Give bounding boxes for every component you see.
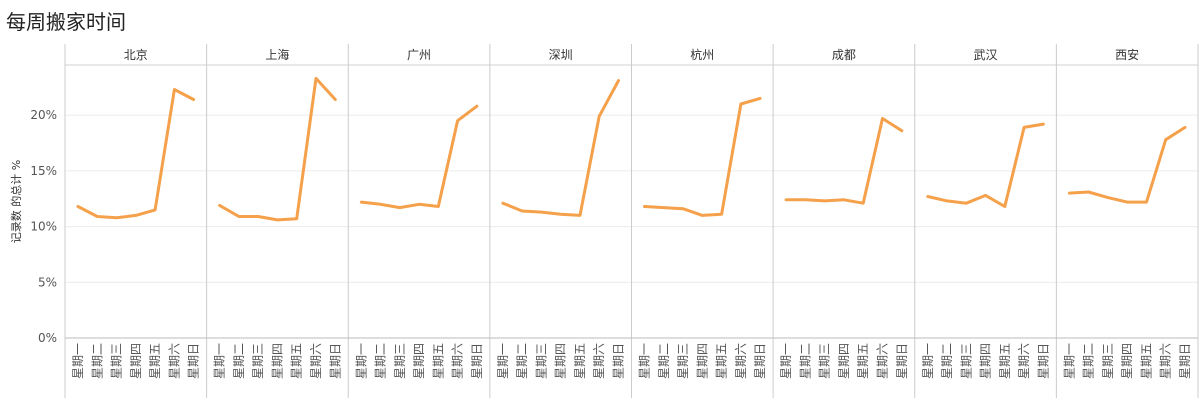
x-tick-label: 星期日	[612, 343, 626, 379]
x-tick-label: 星期二	[798, 343, 812, 379]
panel-title: 上海	[265, 47, 289, 62]
x-tick-label: 星期三	[534, 343, 548, 379]
x-tick-label: 星期六	[451, 343, 465, 379]
y-tick-label: 20%	[30, 108, 57, 122]
x-tick-label: 星期一	[921, 343, 935, 379]
x-tick-label: 星期六	[309, 343, 323, 379]
x-tick-label: 星期一	[213, 343, 227, 379]
x-tick-label: 星期二	[657, 343, 671, 379]
chart-title: 每周搬家时间	[6, 10, 126, 34]
y-axis-title: 记录数 的总计 %	[9, 160, 23, 243]
series-line-杭州	[643, 96, 762, 217]
x-tick-label: 星期三	[1101, 343, 1115, 379]
panel-title: 深圳	[549, 48, 573, 62]
y-tick-label: 10%	[30, 220, 57, 234]
x-tick-label: 星期六	[592, 343, 606, 379]
x-tick-label: 星期一	[1062, 343, 1076, 379]
x-tick-label: 星期日	[1036, 343, 1050, 379]
y-tick-label: 0%	[38, 331, 57, 345]
x-tick-label: 星期四	[129, 343, 143, 379]
series-line-广州	[359, 104, 479, 210]
x-tick-label: 星期四	[695, 343, 709, 379]
x-tick-label: 星期日	[328, 343, 342, 379]
series-line-成都	[784, 117, 904, 205]
x-tick-label: 星期二	[232, 343, 246, 379]
x-tick-label: 星期一	[638, 343, 652, 379]
x-tick-label: 星期一	[496, 343, 510, 379]
x-tick-label: 星期日	[753, 343, 767, 379]
x-tick-label: 星期五	[715, 343, 729, 379]
x-tick-label: 星期五	[1139, 343, 1153, 379]
series-line-深圳	[501, 79, 620, 217]
x-tick-label: 星期三	[959, 343, 973, 379]
x-tick-label: 星期三	[818, 343, 832, 379]
x-tick-label: 星期五	[998, 343, 1012, 379]
x-tick-label: 星期三	[676, 343, 690, 379]
x-tick-label: 星期一	[354, 343, 368, 379]
series-line-上海	[218, 76, 337, 222]
x-tick-label: 星期三	[251, 343, 265, 379]
x-tick-label: 星期三	[110, 343, 124, 379]
x-tick-label: 星期二	[90, 343, 104, 379]
series-line-北京	[76, 88, 196, 220]
x-tick-label: 星期五	[290, 343, 304, 379]
y-tick-label: 15%	[30, 164, 57, 178]
x-tick-label: 星期六	[167, 343, 181, 379]
x-tick-label: 星期六	[1017, 343, 1031, 379]
x-tick-label: 星期六	[734, 343, 748, 379]
series-line-西安	[1067, 125, 1187, 204]
y-tick-label: 5%	[38, 275, 57, 289]
series-line-武汉	[926, 122, 1045, 208]
panel-title: 北京	[124, 48, 148, 62]
x-tick-label: 星期日	[187, 343, 201, 379]
x-tick-label: 星期一	[779, 343, 793, 379]
x-tick-label: 星期四	[412, 343, 426, 379]
panel-title: 西安	[1115, 47, 1139, 62]
x-tick-label: 星期四	[979, 343, 993, 379]
x-tick-label: 星期日	[1178, 343, 1192, 379]
x-tick-label: 星期四	[554, 343, 568, 379]
panel-title: 成都	[832, 48, 856, 62]
x-tick-label: 星期二	[515, 343, 529, 379]
x-tick-label: 星期日	[470, 343, 484, 379]
x-tick-label: 星期二	[940, 343, 954, 379]
x-tick-label: 星期二	[374, 343, 388, 379]
panel-title: 广州	[407, 48, 431, 62]
x-tick-label: 星期五	[148, 343, 162, 379]
x-tick-label: 星期五	[431, 343, 445, 379]
x-tick-label: 星期日	[895, 343, 909, 379]
panel-title: 杭州	[690, 47, 714, 62]
x-tick-label: 星期二	[1082, 343, 1096, 379]
x-tick-label: 星期六	[1159, 343, 1173, 379]
x-tick-label: 星期五	[856, 343, 870, 379]
x-tick-label: 星期四	[837, 343, 851, 379]
x-tick-label: 星期一	[71, 343, 85, 379]
x-tick-label: 星期六	[875, 343, 889, 379]
x-tick-label: 星期五	[573, 343, 587, 379]
x-tick-label: 星期四	[270, 343, 284, 379]
panel-title: 武汉	[974, 48, 998, 62]
x-tick-label: 星期三	[393, 343, 407, 379]
x-tick-label: 星期四	[1120, 343, 1134, 379]
